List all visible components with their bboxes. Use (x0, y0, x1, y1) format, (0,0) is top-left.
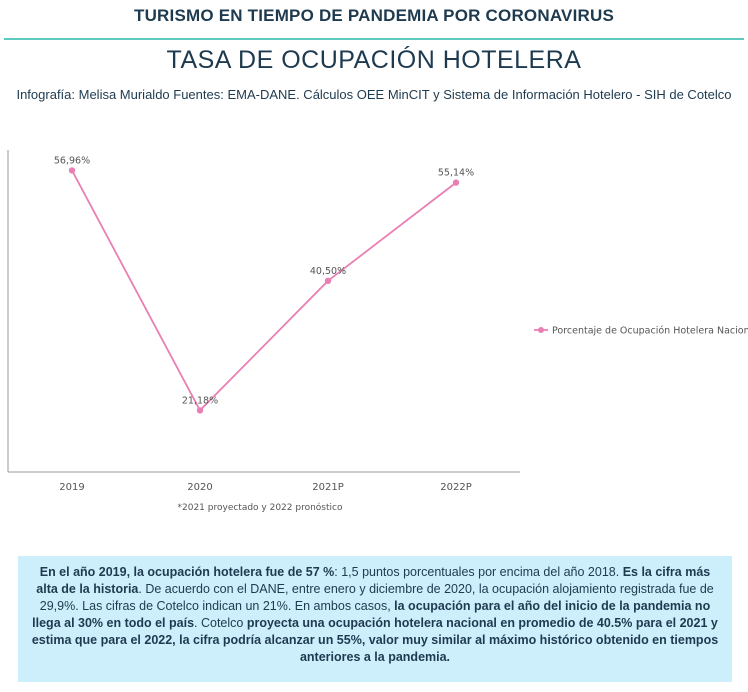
info-text-4: . De acuerdo con el DANE, entre enero y … (39, 582, 714, 613)
x-tick-labels: 2019 2020 2021P 2022P (59, 482, 471, 493)
info-text-2: : 1,5 puntos porcentuales por encima del… (334, 565, 623, 579)
x-tick-label: 2019 (59, 482, 84, 493)
chart-footnote: *2021 proyectado y 2022 pronóstico (178, 502, 343, 513)
data-label: 21,18% (182, 395, 218, 406)
chart-legend[interactable]: Porcentaje de Ocupación Hotelera Naciona… (534, 326, 748, 337)
line-chart: 56,96%21,18%40,50%55,14% 2019 2020 2021P 20… (7, 150, 748, 513)
data-point[interactable] (452, 179, 460, 186)
info-text-6: . Cotelco (194, 616, 247, 630)
legend-swatch-marker (538, 327, 544, 333)
x-tick-label: 2021P (312, 482, 343, 493)
data-point[interactable] (68, 167, 76, 174)
title-divider (4, 38, 744, 40)
series-line (71, 169, 457, 412)
info-highlight-5: la ocupación para el año del inicio de l… (32, 599, 711, 630)
chart-series: 56,96% 21,18% 40,50% 55,14% (54, 155, 474, 414)
x-tick-label: 2020 (187, 482, 212, 493)
chart-axes (7, 150, 520, 473)
info-highlight-7: proyecta una ocupación hotelera nacional… (31, 616, 719, 664)
page-title: TURISMO EN TIEMPO DE PANDEMIA POR CORONA… (134, 6, 614, 25)
legend-item-label: Porcentaje de Ocupación Hotelera Naciona… (552, 326, 748, 337)
x-tick-label: 2022P (440, 482, 471, 493)
info-highlight-3: Es la cifra más alta de la historia (36, 565, 711, 596)
data-label: 55,14% (438, 168, 474, 179)
data-label: 40,50% (310, 266, 346, 277)
info-box: En el año 2019, la ocupación hotelera fu… (18, 556, 732, 682)
data-point[interactable] (196, 407, 204, 414)
data-point[interactable] (324, 277, 332, 285)
data-label: 56,96% (54, 155, 90, 166)
chart-heading: TASA DE OCUPACIÓN HOTELERA (166, 46, 582, 74)
info-highlight-1: En el año 2019, la ocupación hotelera fu… (39, 565, 335, 579)
credits-line: Infografía: Melisa Murialdo Fuentes: EMA… (16, 87, 732, 102)
